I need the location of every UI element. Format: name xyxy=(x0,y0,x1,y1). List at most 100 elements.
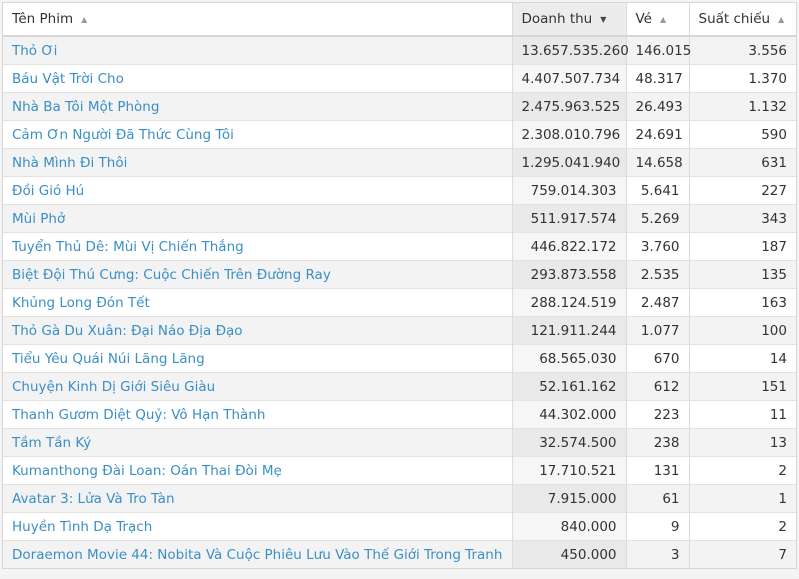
cell-revenue: 68.565.030 xyxy=(511,344,626,373)
movie-link[interactable]: Nhà Ba Tôi Một Phòng xyxy=(12,98,160,115)
cell-revenue: 511.917.574 xyxy=(511,204,626,233)
cell-movie-title: Biệt Đội Thú Cưng: Cuộc Chiến Trên Đường… xyxy=(3,260,512,289)
movie-link[interactable]: Đồi Gió Hú xyxy=(12,182,85,199)
table-row: Cảm Ơn Người Đã Thức Cùng Tôi 2.308.010.7… xyxy=(3,120,796,149)
cell-tickets: 223 xyxy=(625,400,689,429)
cell-movie-title: Nhà Mình Đi Thôi xyxy=(3,148,512,177)
cell-screenings: 3.556 xyxy=(688,35,796,65)
column-header-label: Vé xyxy=(635,11,653,27)
cell-revenue: 52.161.162 xyxy=(511,372,626,401)
cell-movie-title: Kumanthong Đài Loan: Oán Thai Đòi Mẹ xyxy=(3,456,512,485)
table-row: Khủng Long Đón Tết 288.124.519 2.487 163 xyxy=(3,288,796,317)
movie-link[interactable]: Kumanthong Đài Loan: Oán Thai Đòi Mẹ xyxy=(12,462,282,479)
column-header-label: Suất chiếu xyxy=(698,11,771,27)
movie-link[interactable]: Thỏ Ơi xyxy=(12,42,58,59)
table-row: Doraemon Movie 44: Nobita Và Cuộc Phiêu … xyxy=(3,540,796,568)
cell-movie-title: Avatar 3: Lửa Và Tro Tàn xyxy=(3,484,512,513)
cell-movie-title: Chuyện Kinh Dị Giới Siêu Giàu xyxy=(3,372,512,401)
movie-link[interactable]: Thanh Gươm Diệt Quỷ: Vô Hạn Thành xyxy=(12,406,266,423)
movie-link[interactable]: Tiểu Yêu Quái Núi Lãng Lãng xyxy=(12,350,205,367)
cell-screenings: 7 xyxy=(688,540,796,568)
cell-screenings: 343 xyxy=(688,204,796,233)
cell-screenings: 1.132 xyxy=(688,92,796,121)
cell-screenings: 1.370 xyxy=(688,64,796,93)
column-header-tickets[interactable]: Vé ▲ xyxy=(625,3,689,37)
movie-link[interactable]: Avatar 3: Lửa Và Tro Tàn xyxy=(12,490,175,507)
table-header-row: Tên Phim ▲ Doanh thu ▼ Vé ▲ Suất chiếu ▲ xyxy=(3,3,796,37)
cell-revenue: 2.475.963.525 xyxy=(511,92,626,121)
cell-movie-title: Khủng Long Đón Tết xyxy=(3,288,512,317)
cell-tickets: 1.077 xyxy=(625,316,689,345)
table-row: Huyền Tình Dạ Trạch 840.000 9 2 xyxy=(3,512,796,541)
cell-tickets: 612 xyxy=(625,372,689,401)
sort-asc-icon: ▲ xyxy=(660,14,667,24)
cell-revenue: 17.710.521 xyxy=(511,456,626,485)
cell-movie-title: Cảm Ơn Người Đã Thức Cùng Tôi xyxy=(3,120,512,149)
cell-tickets: 3 xyxy=(625,540,689,568)
movie-link[interactable]: Thỏ Gà Du Xuân: Đại Náo Địa Đạo xyxy=(12,322,243,339)
movie-link[interactable]: Doraemon Movie 44: Nobita Và Cuộc Phiêu … xyxy=(12,546,503,563)
cell-revenue: 7.915.000 xyxy=(511,484,626,513)
cell-movie-title: Tuyển Thủ Dê: Mùi Vị Chiến Thắng xyxy=(3,232,512,261)
movie-link[interactable]: Nhà Mình Đi Thôi xyxy=(12,154,128,171)
cell-tickets: 26.493 xyxy=(625,92,689,121)
column-header-screenings[interactable]: Suất chiếu ▲ xyxy=(688,3,796,37)
cell-tickets: 131 xyxy=(625,456,689,485)
cell-revenue: 44.302.000 xyxy=(511,400,626,429)
cell-movie-title: Thỏ Gà Du Xuân: Đại Náo Địa Đạo xyxy=(3,316,512,345)
cell-screenings: 163 xyxy=(688,288,796,317)
movie-link[interactable]: Huyền Tình Dạ Trạch xyxy=(12,518,153,535)
cell-revenue: 1.295.041.940 xyxy=(511,148,626,177)
cell-movie-title: Thỏ Ơi xyxy=(3,35,512,65)
cell-tickets: 5.641 xyxy=(625,176,689,205)
cell-revenue: 288.124.519 xyxy=(511,288,626,317)
table-row: Báu Vật Trời Cho 4.407.507.734 48.317 1.370 xyxy=(3,64,796,93)
movie-link[interactable]: Tuyển Thủ Dê: Mùi Vị Chiến Thắng xyxy=(12,238,244,255)
cell-tickets: 2.535 xyxy=(625,260,689,289)
sort-desc-icon: ▼ xyxy=(600,14,607,24)
cell-revenue: 2.308.010.796 xyxy=(511,120,626,149)
movie-link[interactable]: Mùi Phở xyxy=(12,210,66,227)
table-row: Biệt Đội Thú Cưng: Cuộc Chiến Trên Đường… xyxy=(3,260,796,289)
movie-link[interactable]: Cảm Ơn Người Đã Thức Cùng Tôi xyxy=(12,126,234,143)
column-header-movie-title[interactable]: Tên Phim ▲ xyxy=(3,3,512,37)
column-header-label: Tên Phim xyxy=(12,11,74,27)
table-row: Nhà Ba Tôi Một Phòng 2.475.963.525 26.493 1… xyxy=(3,92,796,121)
table-row: Thỏ Gà Du Xuân: Đại Náo Địa Đạo 121.911.2… xyxy=(3,316,796,345)
sort-asc-icon: ▲ xyxy=(778,14,785,24)
cell-screenings: 100 xyxy=(688,316,796,345)
movie-link[interactable]: Báu Vật Trời Cho xyxy=(12,70,124,87)
table-row: Kumanthong Đài Loan: Oán Thai Đòi Mẹ 17.7… xyxy=(3,456,796,485)
table-row: Tiểu Yêu Quái Núi Lãng Lãng 68.565.030 670… xyxy=(3,344,796,373)
cell-tickets: 2.487 xyxy=(625,288,689,317)
movie-link[interactable]: Khủng Long Đón Tết xyxy=(12,294,150,311)
cell-movie-title: Nhà Ba Tôi Một Phòng xyxy=(3,92,512,121)
box-office-table: Tên Phim ▲ Doanh thu ▼ Vé ▲ Suất chiếu ▲ Thỏ Ơi… xyxy=(3,3,796,568)
cell-screenings: 187 xyxy=(688,232,796,261)
cell-screenings: 590 xyxy=(688,120,796,149)
cell-tickets: 238 xyxy=(625,428,689,457)
cell-screenings: 631 xyxy=(688,148,796,177)
sort-asc-icon: ▲ xyxy=(81,14,88,24)
cell-revenue: 840.000 xyxy=(511,512,626,541)
cell-tickets: 48.317 xyxy=(625,64,689,93)
box-office-table-container: Tên Phim ▲ Doanh thu ▼ Vé ▲ Suất chiếu ▲ Thỏ Ơi… xyxy=(2,2,797,569)
movie-link[interactable]: Biệt Đội Thú Cưng: Cuộc Chiến Trên Đường… xyxy=(12,266,331,283)
cell-tickets: 146.015 xyxy=(625,35,691,65)
cell-movie-title: Mùi Phở xyxy=(3,204,512,233)
movie-link[interactable]: Chuyện Kinh Dị Giới Siêu Giàu xyxy=(12,378,216,395)
column-header-label: Doanh thu xyxy=(521,11,593,27)
table-row: Nhà Mình Đi Thôi 1.295.041.940 14.658 631 xyxy=(3,148,796,177)
table-row: Thỏ Ơi 13.657.535.260 146.015 3.556 xyxy=(3,35,796,65)
cell-screenings: 14 xyxy=(688,344,796,373)
movie-link[interactable]: Tầm Tần Ký xyxy=(12,434,92,451)
cell-tickets: 9 xyxy=(625,512,689,541)
cell-movie-title: Tầm Tần Ký xyxy=(3,428,512,457)
table-row: Tuyển Thủ Dê: Mùi Vị Chiến Thắng 446.822.… xyxy=(3,232,796,261)
table-row: Tầm Tần Ký 32.574.500 238 13 xyxy=(3,428,796,457)
cell-screenings: 227 xyxy=(688,176,796,205)
cell-movie-title: Tiểu Yêu Quái Núi Lãng Lãng xyxy=(3,344,512,373)
cell-tickets: 14.658 xyxy=(625,148,689,177)
cell-tickets: 61 xyxy=(625,484,689,513)
column-header-revenue[interactable]: Doanh thu ▼ xyxy=(511,3,626,37)
